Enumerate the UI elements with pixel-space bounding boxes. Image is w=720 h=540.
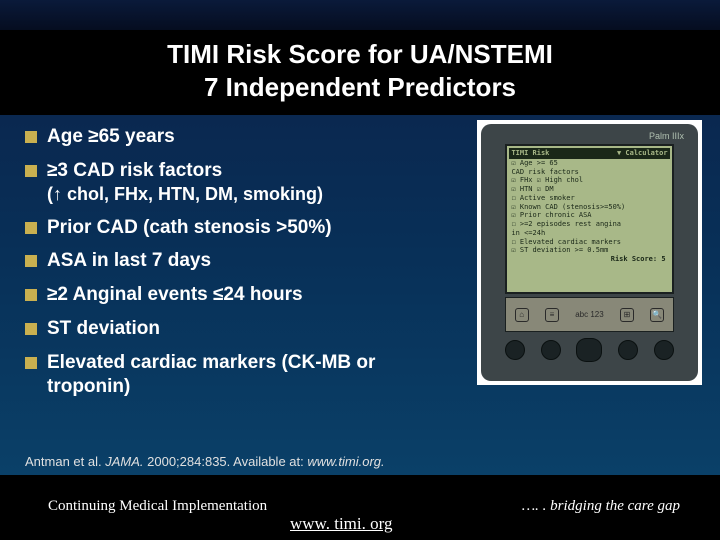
- footer-left-text: Continuing Medical Implementation: [48, 498, 267, 515]
- pda-line: ☐ Elevated cardiac markers: [509, 238, 669, 247]
- list-item: ≥3 CAD risk factors (↑ chol, FHx, HTN, D…: [25, 159, 425, 207]
- pda-hardware-buttons: [487, 332, 692, 362]
- bullet-icon: [25, 131, 37, 143]
- pda-app-title: TIMI Risk: [511, 149, 549, 158]
- predictor-list: Age ≥65 years ≥3 CAD risk factors (↑ cho…: [25, 125, 425, 400]
- bullet-text: ≥3 CAD risk factors: [47, 160, 222, 181]
- bullet-text: Age ≥65 years: [47, 125, 175, 150]
- home-icon: ⌂: [515, 308, 529, 322]
- find-icon: 🔍: [650, 308, 664, 322]
- pda-button: [654, 340, 674, 360]
- pda-brand-label: Palm IIIx: [487, 130, 692, 144]
- citation-url: www.timi.org.: [307, 454, 384, 469]
- bullet-icon: [25, 222, 37, 234]
- pda-app-menu: ▼ Calculator: [617, 149, 668, 158]
- menu-icon: ≡: [545, 308, 559, 322]
- content-area: Age ≥65 years ≥3 CAD risk factors (↑ cho…: [0, 115, 720, 475]
- citation: Antman et al. JAMA. 2000;284:835. Availa…: [25, 454, 385, 469]
- pda-line: ☑ Prior chronic ASA: [509, 211, 669, 220]
- pda-silkscreen-area: ⌂ ≡ abc 123 ⊞ 🔍: [505, 297, 673, 332]
- pda-button: [618, 340, 638, 360]
- pda-screen-header: TIMI Risk ▼ Calculator: [509, 148, 669, 159]
- citation-details: 2000;284:835. Available at:: [144, 454, 308, 469]
- pda-line: CAD risk factors: [509, 168, 669, 177]
- bullet-icon: [25, 165, 37, 177]
- graffiti-area: abc 123: [575, 310, 603, 319]
- list-item: Prior CAD (cath stenosis >50%): [25, 216, 425, 241]
- pda-device-image: Palm IIIx TIMI Risk ▼ Calculator ☑ Age >…: [477, 120, 702, 385]
- pda-line: ☑ Age >= 65: [509, 159, 669, 168]
- list-item: ASA in last 7 days: [25, 249, 425, 274]
- citation-journal: JAMA.: [105, 454, 143, 469]
- bullet-icon: [25, 323, 37, 335]
- footer-url-link[interactable]: www. timi. org: [290, 514, 392, 534]
- list-item: Age ≥65 years: [25, 125, 425, 150]
- bullet-text: ST deviation: [47, 317, 160, 342]
- pda-body: Palm IIIx TIMI Risk ▼ Calculator ☑ Age >…: [481, 124, 698, 381]
- calc-icon: ⊞: [620, 308, 634, 322]
- title-area: TIMI Risk Score for UA/NSTEMI 7 Independ…: [0, 30, 720, 115]
- bullet-icon: [25, 357, 37, 369]
- bullet-text: ≥2 Anginal events ≤24 hours: [47, 283, 303, 308]
- list-item: ST deviation: [25, 317, 425, 342]
- list-item: ≥2 Anginal events ≤24 hours: [25, 283, 425, 308]
- pda-button: [505, 340, 525, 360]
- citation-author: Antman et al.: [25, 454, 105, 469]
- pda-line: ☑ ST deviation >= 0.5mm: [509, 246, 669, 255]
- bullet-text: ASA in last 7 days: [47, 249, 211, 274]
- footer: Continuing Medical Implementation www. t…: [0, 492, 720, 540]
- list-item: Elevated cardiac markers (CK-MB or tropo…: [25, 351, 425, 400]
- pda-line: ☑ HTN ☑ DM: [509, 185, 669, 194]
- pda-scroll-button: [576, 338, 602, 362]
- pda-line: ☑ Known CAD (stenosis>=50%): [509, 203, 669, 212]
- footer-tagline: …. . bridging the care gap: [522, 498, 680, 515]
- bullet-text: Elevated cardiac markers (CK-MB or tropo…: [47, 351, 425, 400]
- pda-line: ☐ >=2 episodes rest angina: [509, 220, 669, 229]
- pda-line: ☐ Active smoker: [509, 194, 669, 203]
- bullet-icon: [25, 289, 37, 301]
- header-band: [0, 0, 720, 30]
- title-line-1: TIMI Risk Score for UA/NSTEMI: [20, 38, 700, 71]
- pda-line: in <=24h: [509, 229, 669, 238]
- pda-screen: TIMI Risk ▼ Calculator ☑ Age >= 65 CAD r…: [505, 144, 673, 294]
- pda-button: [541, 340, 561, 360]
- bullet-icon: [25, 255, 37, 267]
- bullet-text: Prior CAD (cath stenosis >50%): [47, 216, 332, 241]
- pda-risk-score: Risk Score: 5: [509, 255, 669, 264]
- bullet-subtext: (↑ chol, FHx, HTN, DM, smoking): [47, 184, 323, 204]
- title-line-2: 7 Independent Predictors: [20, 71, 700, 104]
- pda-line: ☑ FHx ☑ High chol: [509, 176, 669, 185]
